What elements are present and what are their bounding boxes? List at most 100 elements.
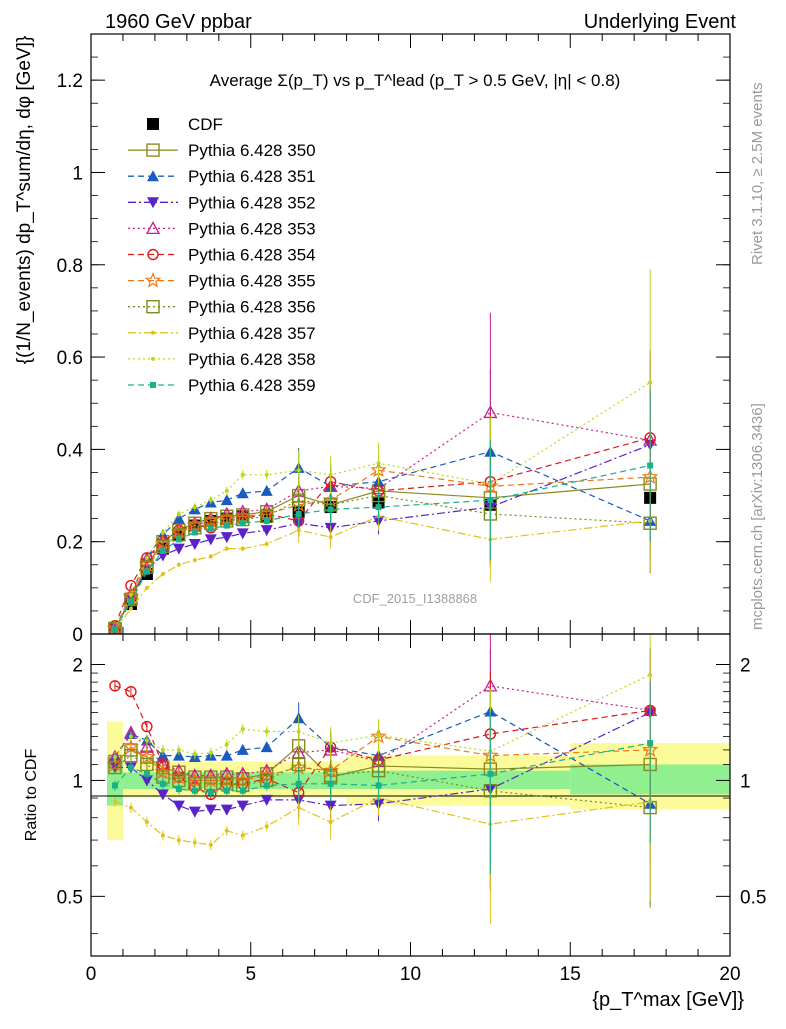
data-point [160, 530, 165, 535]
ratio-y-tick-label-right: 2 [740, 655, 751, 676]
ratio-line [114, 754, 651, 809]
side-label-rivet: Rivet 3.1.10, ≥ 2.5M events [749, 83, 766, 266]
ratio-point [296, 729, 301, 734]
legend-marker [147, 170, 159, 182]
ratio-point [375, 782, 382, 789]
ratio-point [172, 800, 185, 812]
legend: CDF Pythia 6.428 350 Pythia 6.428 351 Pythi… [128, 115, 316, 395]
ratio-point [296, 805, 301, 810]
legend-marker [146, 143, 160, 157]
data-point [176, 562, 181, 567]
data-point [143, 568, 150, 575]
ratio-point [648, 672, 653, 677]
data-point [224, 546, 229, 551]
legend-item: Pythia 6.428 355 [128, 272, 316, 291]
ratio-point [236, 800, 249, 812]
ratio-point [192, 752, 197, 757]
header-right: Underlying Event [584, 11, 737, 33]
data-point [295, 511, 302, 517]
data-point [176, 512, 181, 516]
ratio-point [220, 804, 233, 816]
legend-marker [150, 382, 156, 388]
legend-item: Pythia 6.428 357 [128, 324, 316, 343]
ratio-point [208, 842, 213, 847]
ratio-point [111, 782, 118, 789]
ratio-point [159, 780, 166, 787]
main-series-layer [106, 269, 659, 634]
ratio-line [114, 735, 651, 781]
legend-marker [151, 356, 155, 361]
data-point [204, 534, 217, 546]
ratio-point [127, 764, 134, 771]
data-point [220, 494, 233, 506]
legend-item: Pythia 6.428 358 [128, 350, 316, 369]
data-point [236, 487, 249, 499]
main-axes: 0 0.2 0.4 0.6 0.8 1 1.2 [57, 33, 731, 646]
ratio-point [295, 780, 302, 787]
ratio-point [207, 789, 214, 796]
data-point [296, 528, 301, 533]
x-tick-label: 5 [245, 964, 256, 985]
ratio-y-tick-label: 1 [72, 771, 83, 792]
ratio-point [239, 787, 246, 794]
series-pythia-6-428-359 [111, 389, 654, 633]
series-line [114, 469, 651, 629]
data-point [220, 532, 233, 544]
data-point [376, 461, 381, 466]
legend-label: Pythia 6.428 356 [188, 298, 316, 317]
legend-label: Pythia 6.428 359 [188, 376, 316, 395]
ratio-point [144, 738, 149, 743]
ratio-y-tick-label: 0.5 [57, 887, 83, 908]
legend-marker [151, 330, 155, 335]
legend-item: Pythia 6.428 356 [128, 298, 316, 317]
ratio-series-pythia-6-428-359 [111, 680, 654, 874]
side-label-mcplots: mcplots.cern.ch [arXiv:1306.3436] [749, 403, 766, 630]
ratio-point [240, 726, 245, 731]
ratio-line [114, 674, 651, 758]
ratio-point [192, 840, 197, 845]
ratio-point [260, 741, 273, 753]
x-tick-label: 15 [560, 964, 581, 985]
ratio-point [204, 804, 217, 816]
data-point [188, 539, 201, 550]
legend-marker [147, 118, 159, 130]
ratio-point [124, 748, 138, 763]
legend-label: Pythia 6.428 358 [188, 350, 316, 369]
ratio-point [172, 749, 185, 761]
legend-label: Pythia 6.428 355 [188, 272, 316, 291]
data-point [191, 529, 198, 536]
ratio-point [188, 806, 201, 818]
data-point [260, 484, 273, 496]
data-point [207, 525, 214, 532]
data-point [208, 498, 213, 503]
data-point [224, 488, 229, 493]
data-point [648, 380, 653, 385]
chart-title: Average Σ(p_T) vs p_T^lead (p_T > 0.5 Ge… [210, 71, 621, 90]
ratio-point [156, 749, 169, 761]
data-point [240, 472, 245, 477]
legend-label: Pythia 6.428 354 [188, 246, 316, 265]
ratio-point [236, 743, 249, 755]
data-point [327, 506, 334, 513]
data-point [328, 535, 333, 540]
ratio-point [264, 729, 269, 734]
analysis-watermark: CDF_2015_I1388868 [353, 591, 477, 606]
ratio-point [328, 819, 333, 824]
main-frame [90, 33, 731, 635]
data-point [296, 468, 301, 473]
y-tick-label: 0.6 [57, 348, 83, 369]
legend-marker [147, 197, 159, 209]
ratio-point [191, 787, 198, 794]
ratio-point [328, 741, 333, 746]
data-point [172, 543, 185, 555]
ratio-point [112, 799, 117, 804]
ratio-point [175, 785, 182, 792]
data-point [260, 525, 273, 537]
main-ylabel: {(1/N_events) dp_T^sum/dη, dφ [GeV]} [14, 36, 35, 365]
legend-label: Pythia 6.428 352 [188, 193, 316, 212]
data-point [108, 621, 122, 634]
ratio-point [223, 787, 230, 794]
data-point [144, 555, 149, 560]
